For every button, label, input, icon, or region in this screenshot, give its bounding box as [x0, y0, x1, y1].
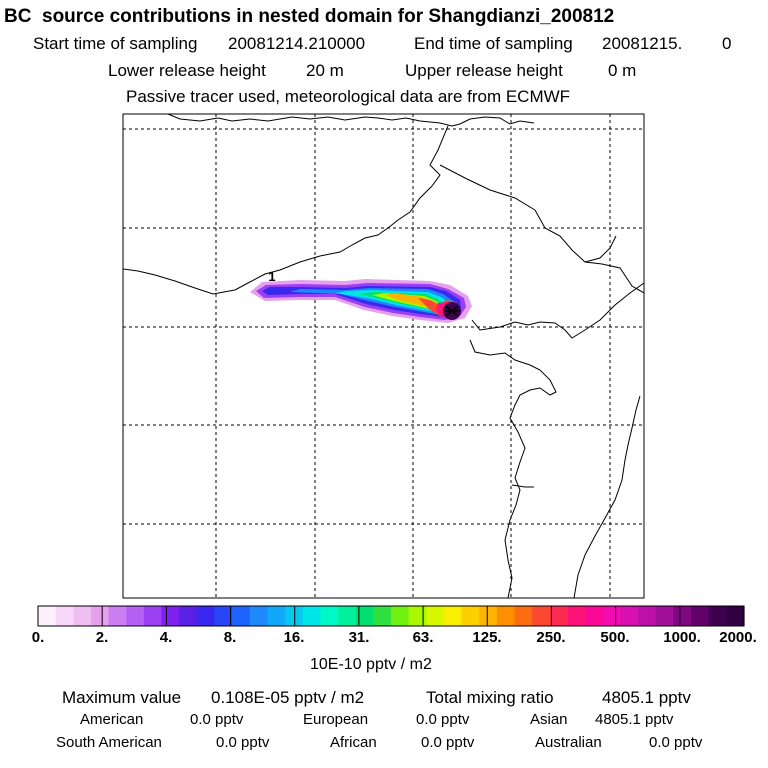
colorbar-swatch — [55, 606, 74, 626]
colorbar-tick-label: 8. — [223, 629, 237, 646]
colorbar-swatch — [443, 606, 463, 626]
colorbar-swatch — [320, 606, 339, 626]
colorbar-swatch — [638, 606, 657, 626]
colorbar-swatch — [355, 606, 374, 626]
colorbar-tick-label: 250. — [536, 629, 566, 646]
colorbar-swatch — [673, 606, 692, 626]
colorbar-swatch — [232, 606, 251, 626]
colorbar-swatch — [514, 606, 533, 626]
max-value: 0.108E-05 pptv / m2 — [211, 688, 365, 707]
coastline — [471, 282, 644, 339]
colorbar-tick-label: 0. — [31, 629, 45, 646]
coastlines — [123, 114, 644, 598]
colorbar-swatch — [585, 606, 604, 626]
region-name: American — [80, 711, 144, 728]
colorbar-swatch — [143, 606, 163, 626]
region-name: European — [303, 711, 369, 728]
colorbar-tick-label: 500. — [600, 629, 630, 646]
region-value: 0.0 pptv — [216, 734, 270, 751]
colorbar-tick-label: 1000. — [663, 629, 701, 646]
border — [123, 125, 449, 295]
coastline — [511, 484, 534, 488]
colorbar-tick-label: 63. — [412, 629, 434, 646]
colorbar-swatch — [479, 606, 498, 626]
colorbar — [38, 606, 745, 626]
region-name: South American — [56, 734, 162, 751]
max-value-label: Maximum value — [62, 688, 182, 707]
region-value: 4805.1 pptv — [595, 711, 674, 728]
total-mixing-value: 4805.1 pptv — [602, 688, 691, 707]
colorbar-tick-label: 125. — [472, 629, 502, 646]
colorbar-tick-label: 2. — [95, 629, 109, 646]
colorbar-swatch — [73, 606, 92, 626]
region-value: 0.0 pptv — [190, 711, 244, 728]
start-time-value: 20081214.210000 — [228, 34, 366, 53]
colorbar-swatch — [426, 606, 445, 626]
coastline — [469, 339, 557, 598]
total-mixing-label: Total mixing ratio — [426, 688, 554, 707]
lower-release-value: 20 m — [306, 61, 344, 80]
colorbar-swatch — [285, 606, 304, 626]
colorbar-swatch — [691, 606, 710, 626]
colorbar-swatch — [38, 606, 57, 626]
colorbar-swatch — [126, 606, 145, 626]
tracer-note: Passive tracer used, meteorological data… — [126, 87, 571, 106]
region-name: Australian — [535, 734, 602, 751]
colorbar-swatch — [338, 606, 357, 626]
end-time-label: End time of sampling — [414, 34, 573, 53]
colorbar-tick-label: 16. — [283, 629, 305, 646]
region-value: 0.0 pptv — [421, 734, 475, 751]
colorbar-swatch — [196, 606, 216, 626]
colorbar-swatch — [532, 606, 551, 626]
region-name: African — [330, 734, 377, 751]
colorbar-swatch — [161, 606, 180, 626]
border — [439, 164, 536, 211]
colorbar-swatch — [726, 606, 745, 626]
map-frame — [122, 113, 645, 599]
plume — [250, 279, 472, 323]
colorbar-swatch — [391, 606, 410, 626]
colorbar-swatch — [567, 606, 586, 626]
receptor-marker — [444, 305, 460, 317]
colorbar-unit: 10E-10 pptv / m2 — [310, 656, 432, 673]
colorbar-swatch — [708, 606, 727, 626]
colorbar-swatch — [496, 606, 516, 626]
colorbar-swatch — [549, 606, 569, 626]
colorbar-swatch — [267, 606, 286, 626]
colorbar-swatch — [249, 606, 269, 626]
colorbar-swatch — [655, 606, 674, 626]
colorbar-tick-label: 4. — [159, 629, 173, 646]
colorbar-frame — [37, 605, 745, 627]
region-value: 0.0 pptv — [649, 734, 703, 751]
colorbar-swatch — [408, 606, 427, 626]
end-time-value: 20081215. — [602, 34, 683, 53]
coastline — [167, 114, 535, 127]
colorbar-swatch — [461, 606, 480, 626]
colorbar-swatch — [179, 606, 198, 626]
colorbar-swatch — [214, 606, 233, 626]
region-value: 0.0 pptv — [416, 711, 470, 728]
colorbar-swatch — [373, 606, 392, 626]
colorbar-tick-label: 31. — [348, 629, 370, 646]
start-time-label: Start time of sampling — [33, 34, 198, 53]
trajectory-marker-label: 1 — [268, 269, 275, 284]
upper-release-label: Upper release height — [405, 61, 563, 80]
border — [534, 209, 644, 294]
lower-release-label: Lower release height — [108, 61, 266, 80]
coastline — [573, 395, 641, 598]
colorbar-swatch — [90, 606, 110, 626]
graticule — [123, 114, 644, 598]
colorbar-tick-label: 2000. — [719, 629, 757, 646]
colorbar-swatch — [602, 606, 622, 626]
border — [584, 235, 617, 263]
colorbar-swatch — [620, 606, 639, 626]
upper-release-value: 0 m — [608, 61, 637, 80]
figure-title: BC source contributions in nested domain… — [4, 6, 615, 27]
colorbar-swatch — [302, 606, 321, 626]
colorbar-swatch — [108, 606, 127, 626]
end-time-suffix: 0 — [722, 34, 732, 53]
region-name: Asian — [530, 711, 568, 728]
